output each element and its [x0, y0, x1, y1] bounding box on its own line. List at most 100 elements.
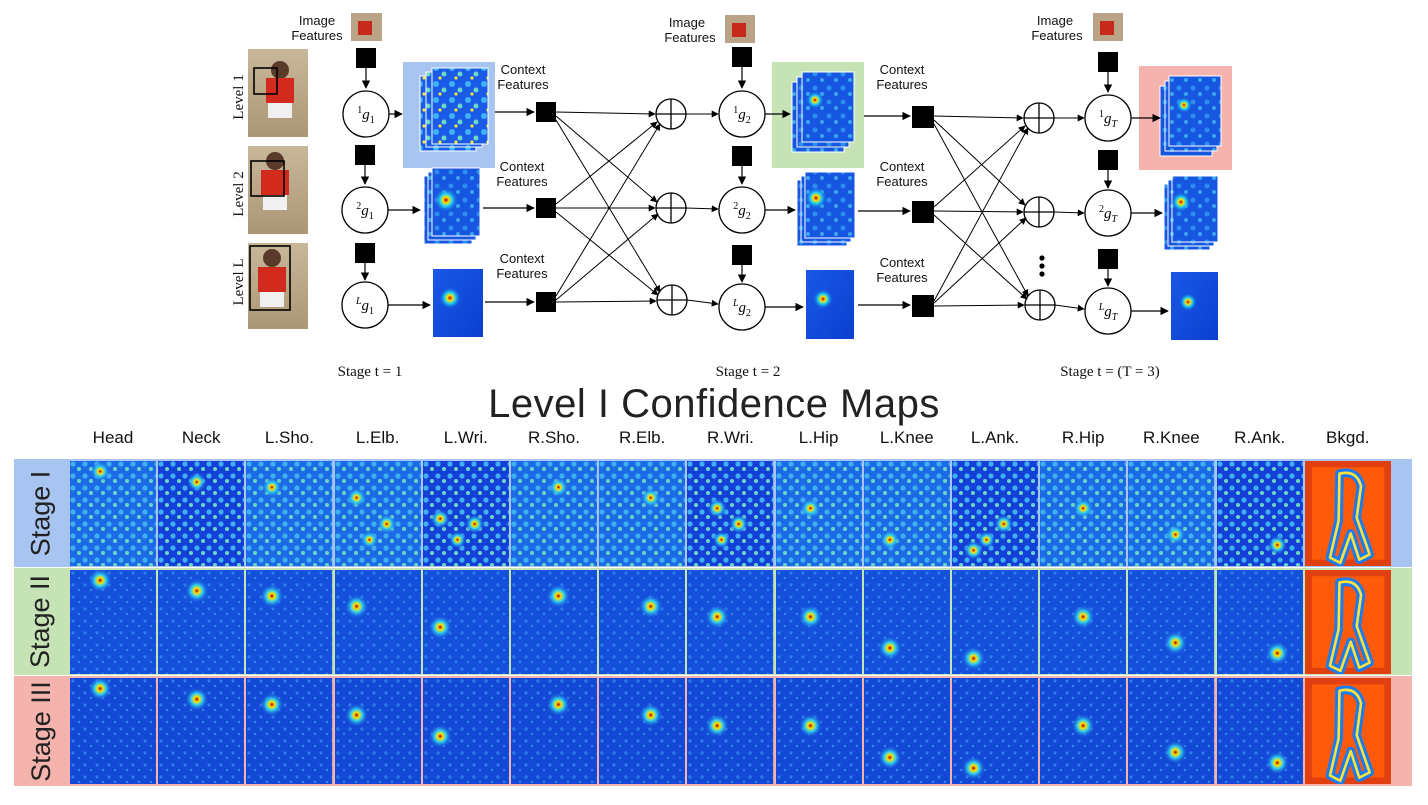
confidence-maps-title: Level I Confidence Maps	[488, 382, 940, 426]
stage-label-3: Stage t = (T = 3)	[1060, 364, 1160, 380]
confidence-map-tile	[511, 461, 598, 566]
confidence-map-tile	[70, 461, 157, 566]
node-1g1: 1g1	[357, 105, 375, 126]
node-1g2: 1g2	[733, 105, 751, 126]
level-label-2: Level 2	[231, 171, 247, 216]
stage-label-1: Stage t = 1	[338, 364, 403, 380]
confidence-map-tile	[1040, 678, 1127, 784]
column-label-14: Bkgd.	[1326, 428, 1370, 447]
confidence-map-tile	[599, 678, 686, 784]
svg-text:Image: Image	[669, 15, 705, 30]
node-1gT: 1gT	[1099, 109, 1119, 130]
image-features-stage1: Image Features	[291, 13, 382, 43]
confidence-map-tile	[775, 461, 862, 566]
confidence-map-tile	[952, 461, 1039, 566]
belief-stack-1-1	[419, 67, 489, 152]
column-label-12: R.Knee	[1143, 428, 1200, 447]
confidence-map-tile	[863, 678, 950, 784]
confidence-map-tile	[599, 461, 686, 566]
belief-stack-2-3	[1163, 175, 1219, 251]
multi-stage-architecture-diagram: Level 1 Level 2 Level L Image Features I…	[231, 13, 1232, 380]
confidence-map-tile	[863, 461, 950, 566]
column-label-13: R.Ank.	[1234, 428, 1286, 447]
svg-text:Context: Context	[880, 62, 925, 77]
confidence-map-tile	[246, 678, 333, 784]
svg-text:Context: Context	[880, 255, 925, 270]
confidence-map-tile	[246, 461, 333, 566]
confidence-map-tile	[70, 678, 157, 784]
confidence-map-tile	[1216, 570, 1303, 674]
node-2gT: 2gT	[1099, 204, 1119, 225]
belief-map-L-3	[1171, 272, 1218, 340]
confidence-map-tile	[422, 678, 509, 784]
column-label-1: Neck	[181, 428, 221, 447]
confidence-map-tile	[775, 678, 862, 784]
column-label-11: R.Hip	[1061, 428, 1105, 447]
column-label-8: L.Hip	[798, 428, 839, 447]
node-2g1: 2g1	[356, 201, 374, 222]
confidence-map-tile	[422, 570, 509, 674]
stage-label-row-2: Stage II	[25, 574, 56, 669]
confidence-map-tile	[599, 570, 686, 674]
svg-text:Features: Features	[496, 174, 548, 189]
confidence-map-tile	[1040, 461, 1127, 566]
belief-stack-2-2	[796, 171, 856, 247]
image-features-stage2: Image Features	[664, 15, 755, 45]
node-Lg1: Lg1	[355, 296, 374, 317]
svg-text:Features: Features	[876, 77, 928, 92]
confidence-map-tile	[70, 570, 157, 674]
column-label-10: L.Ank.	[970, 428, 1020, 447]
node-2g2: 2g2	[733, 201, 751, 222]
confidence-map-tile	[775, 570, 862, 674]
column-label-4: L.Wri.	[443, 428, 488, 447]
svg-text:Image: Image	[1037, 13, 1073, 28]
level-label-1: Level 1	[231, 74, 247, 119]
level-label-L: Level L	[231, 258, 247, 305]
column-label-6: R.Elb.	[619, 428, 666, 447]
column-label-5: R.Sho.	[528, 428, 580, 447]
column-label-3: L.Elb.	[355, 428, 400, 447]
column-label-0: Head	[92, 428, 134, 447]
column-label-7: R.Wri.	[706, 428, 754, 447]
svg-text:Context: Context	[500, 251, 545, 266]
confidence-map-tile	[952, 570, 1039, 674]
confidence-map-tile	[1304, 678, 1391, 784]
confidence-map-tile	[158, 678, 245, 784]
ellipsis-dots	[1039, 255, 1045, 277]
confidence-map-tile	[422, 461, 509, 566]
node-Lg2: Lg2	[732, 298, 751, 319]
confidence-map-tile	[334, 461, 421, 566]
column-label-2: L.Sho.	[264, 428, 314, 447]
svg-text:Context: Context	[501, 62, 546, 77]
confidence-map-tile	[952, 678, 1039, 784]
confidence-map-tile	[334, 678, 421, 784]
column-label-9: L.Knee	[879, 428, 934, 447]
svg-text:Features: Features	[291, 28, 343, 43]
confidence-map-tile	[1128, 678, 1215, 784]
feature-blocks	[355, 47, 1118, 269]
belief-map-L-1	[433, 269, 483, 337]
confidence-map-tile	[1128, 461, 1215, 566]
confidence-map-tile	[1304, 570, 1391, 674]
svg-text:Features: Features	[876, 270, 928, 285]
belief-stack-1-3	[1159, 75, 1222, 157]
level-photo-L	[248, 243, 308, 329]
svg-text:Features: Features	[496, 266, 548, 281]
stage-label-row-3: Stage III	[25, 680, 56, 782]
confidence-map-tile	[158, 570, 245, 674]
svg-text:Features: Features	[664, 30, 716, 45]
context-blocks	[536, 102, 934, 317]
belief-map-L-2	[806, 270, 854, 339]
svg-text:Features: Features	[497, 77, 549, 92]
confidence-map-tile	[1216, 461, 1303, 566]
confidence-map-tile	[511, 678, 598, 784]
confidence-map-tile	[1040, 570, 1127, 674]
level-photo-1	[248, 49, 308, 137]
svg-text:Features: Features	[1031, 28, 1083, 43]
confidence-map-tile	[863, 570, 950, 674]
confidence-map-tile	[687, 570, 774, 674]
stage-label-2: Stage t = 2	[716, 364, 781, 380]
confidence-map-tile	[1128, 570, 1215, 674]
confidence-map-tile	[687, 678, 774, 784]
confidence-map-tile	[1216, 678, 1303, 784]
